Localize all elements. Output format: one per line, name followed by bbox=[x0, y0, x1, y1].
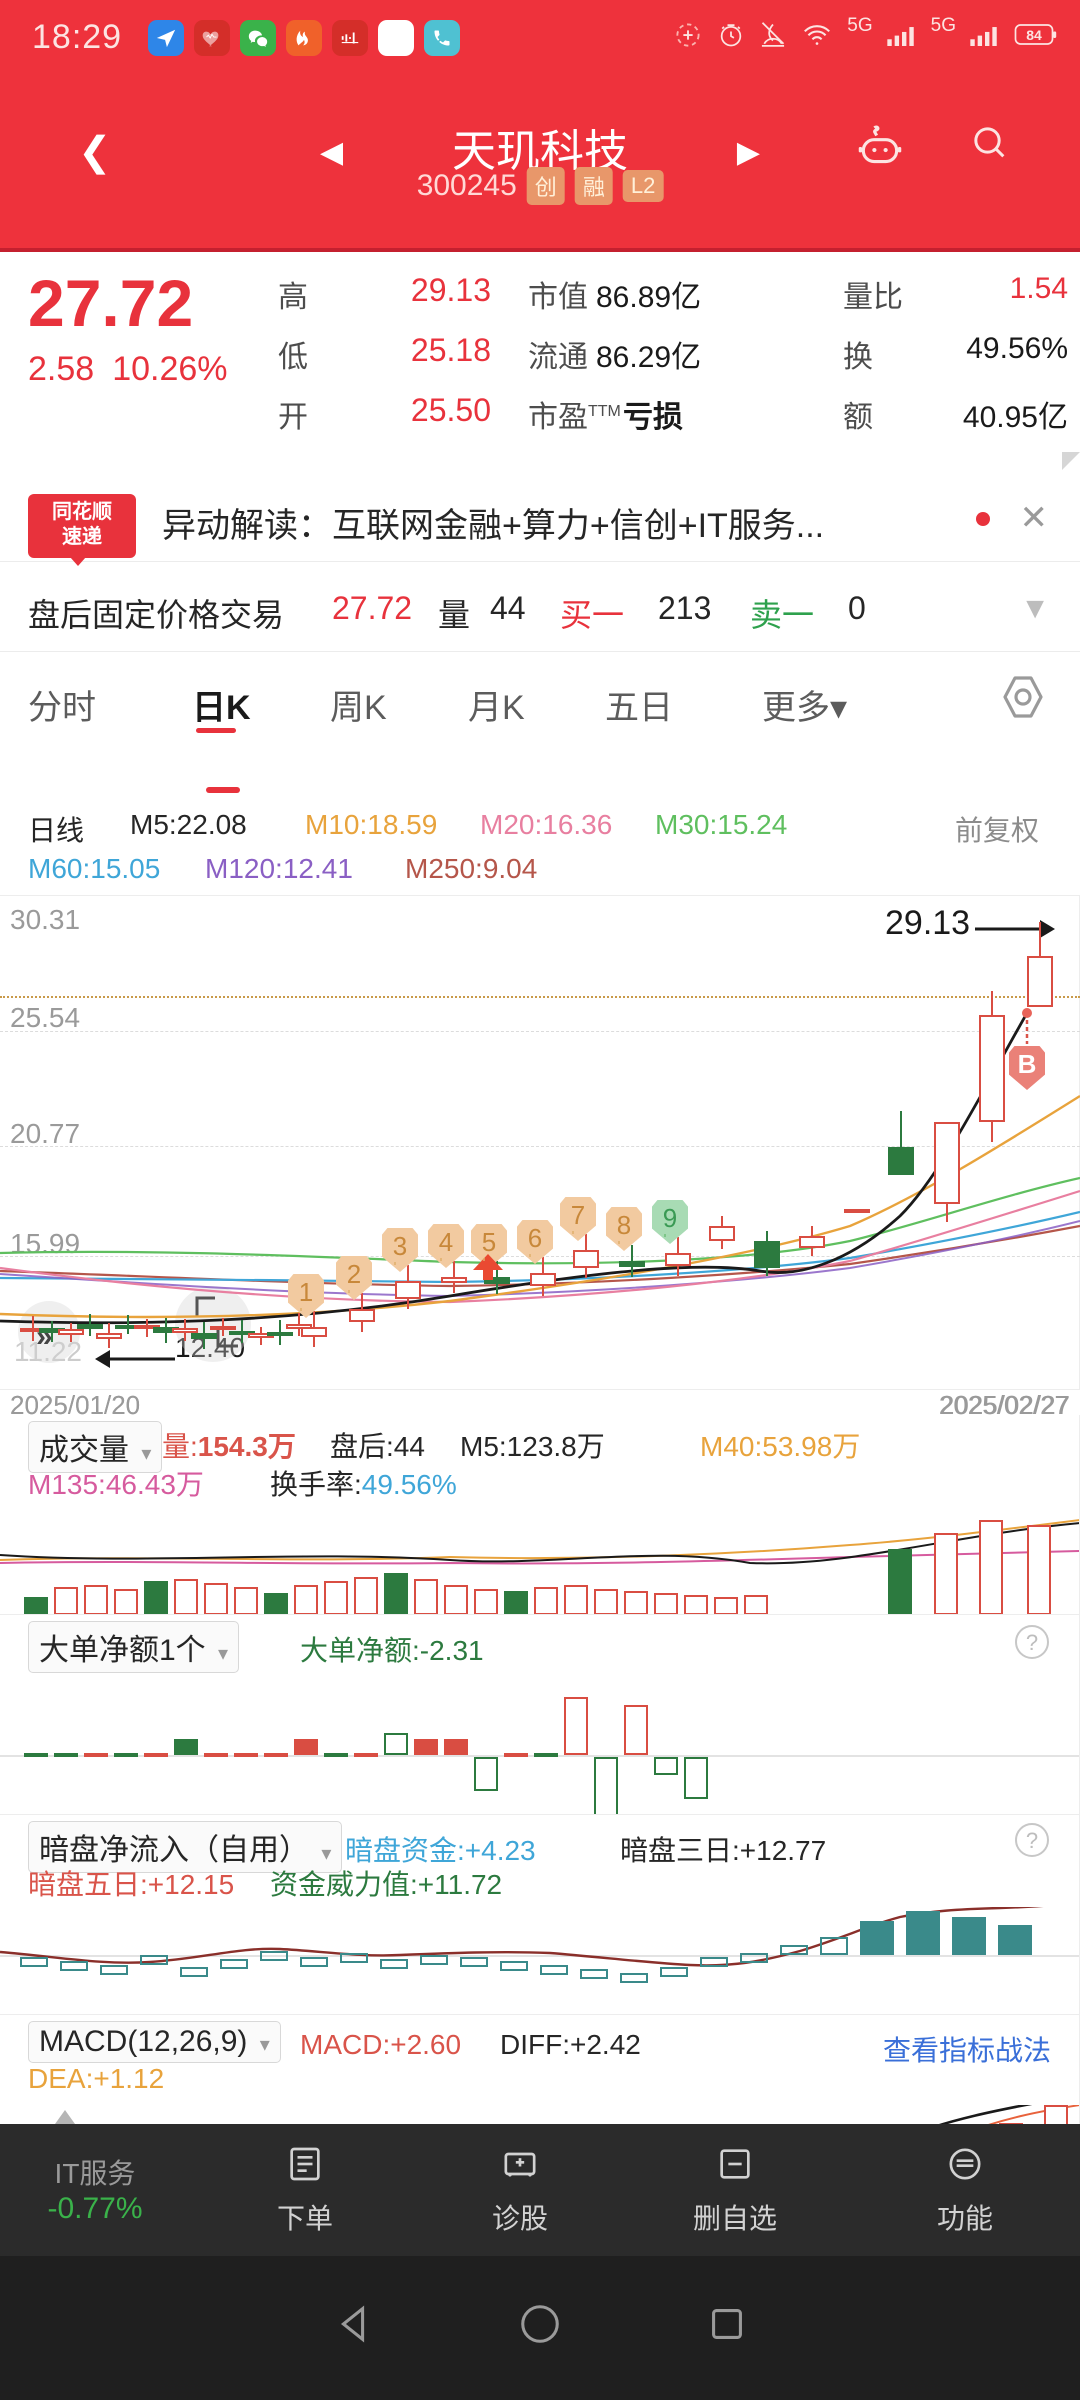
svg-text:84: 84 bbox=[1026, 27, 1042, 43]
